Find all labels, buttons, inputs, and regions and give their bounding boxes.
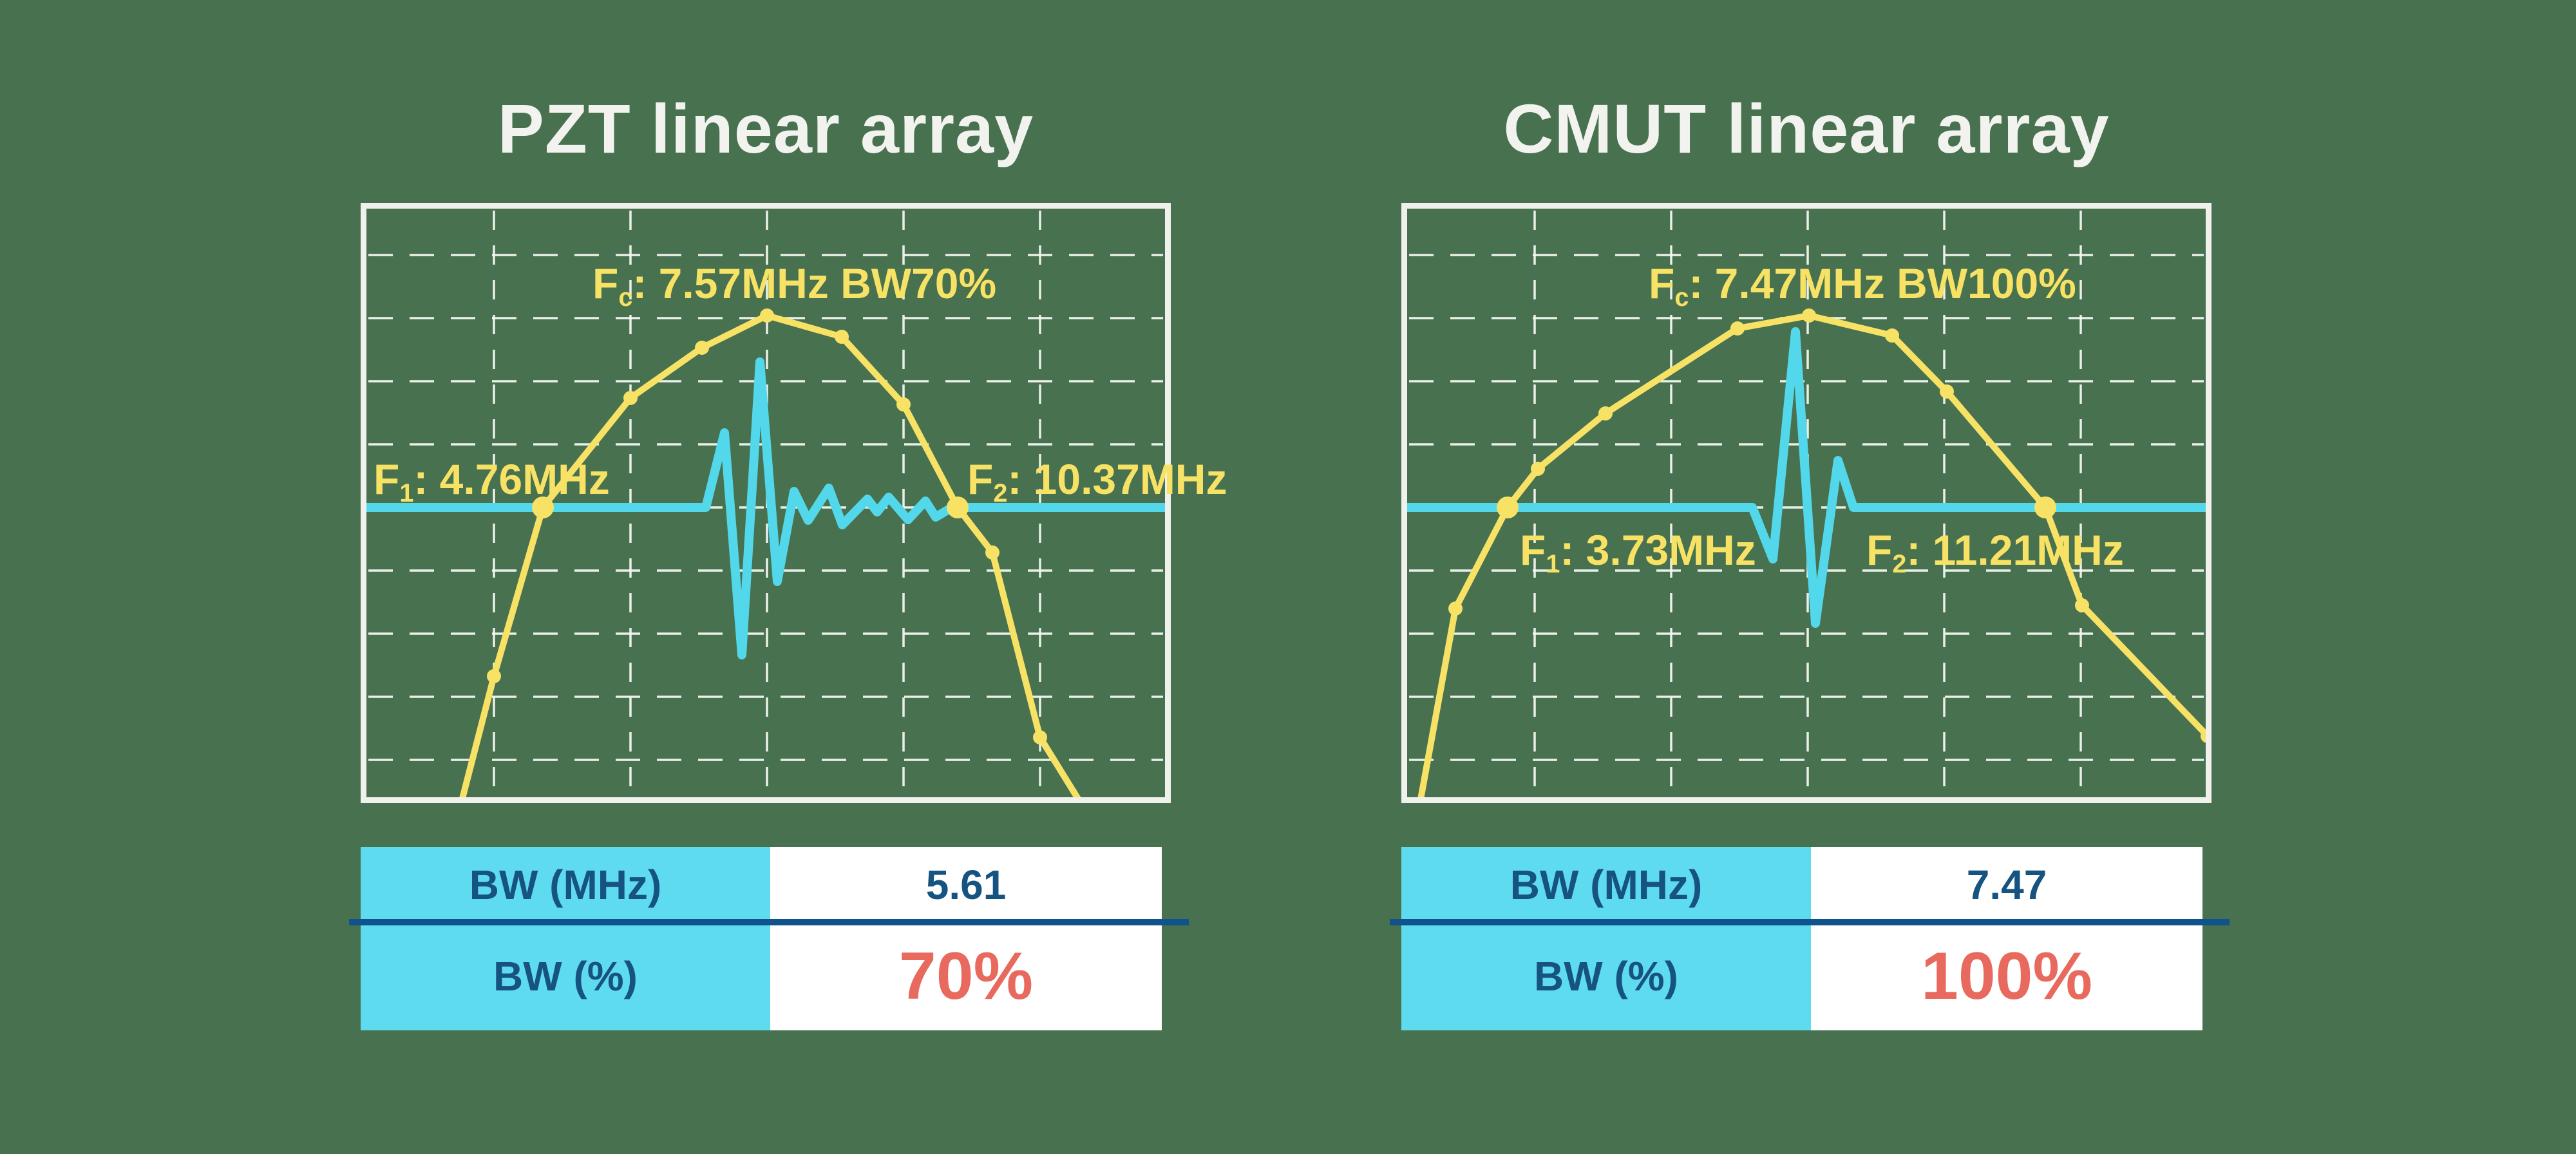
pzt-f1-annotation: F1: 4.76MHz bbox=[374, 455, 610, 507]
pzt-bw-mhz-value: 5.61 bbox=[770, 847, 1162, 922]
pzt-f2-annotation: F2: 10.37MHz bbox=[967, 455, 1227, 507]
cmut-bw-pct-header: BW (%) bbox=[1401, 922, 1811, 1030]
cmut-f1-annotation: F1: 3.73MHz bbox=[1520, 526, 1756, 578]
cmut-bw-mhz-value: 7.47 bbox=[1811, 847, 2202, 922]
pzt-spectrum-plot bbox=[361, 203, 1171, 803]
table-divider-line bbox=[1390, 919, 2230, 925]
cmut-spectrum-plot bbox=[1401, 203, 2211, 803]
cmut-bw-pct-value: 100% bbox=[1811, 922, 2202, 1030]
table-row: BW (MHz) 5.61 bbox=[361, 847, 1162, 922]
pzt-spectrum-scope: Fc: 7.57MHz BW70% F1: 4.76MHz F2: 10.37M… bbox=[361, 203, 1227, 803]
panel-cmut: CMUT linear array Fc: 7.47MHz BW100% F1:… bbox=[1390, 0, 2230, 1154]
panel-title-cmut: CMUT linear array bbox=[1503, 90, 2110, 167]
pzt-bw-pct-value: 70% bbox=[770, 922, 1162, 1030]
cmut-bw-mhz-header: BW (MHz) bbox=[1401, 847, 1811, 922]
pzt-bw-mhz-header: BW (MHz) bbox=[361, 847, 770, 922]
table-divider-line bbox=[349, 919, 1189, 925]
pzt-bw-table: BW (MHz) 5.61 BW (%) 70% bbox=[349, 847, 1189, 1030]
pzt-fc-annotation: Fc: 7.57MHz BW70% bbox=[592, 260, 997, 312]
panel-title-pzt: PZT linear array bbox=[497, 90, 1034, 167]
table-row: BW (%) 100% bbox=[1401, 922, 2202, 1030]
cmut-bw-table: BW (MHz) 7.47 BW (%) 100% bbox=[1390, 847, 2230, 1030]
cmut-fc-annotation: Fc: 7.47MHz BW100% bbox=[1649, 260, 2076, 312]
table-row: BW (MHz) 7.47 bbox=[1401, 847, 2202, 922]
pzt-bw-pct-header: BW (%) bbox=[361, 922, 770, 1030]
cmut-f2-annotation: F2: 11.21MHz bbox=[1866, 526, 2124, 578]
cmut-spectrum-scope: Fc: 7.47MHz BW100% F1: 3.73MHz F2: 11.21… bbox=[1401, 203, 2211, 803]
panel-pzt: PZT linear array Fc: 7.57MHz BW70% F1: 4… bbox=[349, 0, 1227, 1154]
table-row: BW (%) 70% bbox=[361, 922, 1162, 1030]
